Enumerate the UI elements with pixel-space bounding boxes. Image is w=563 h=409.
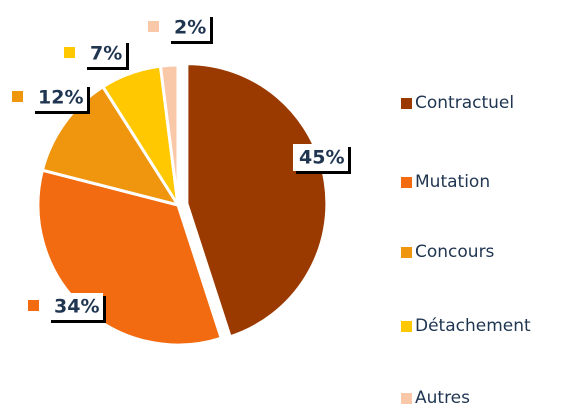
data-label: 34% [54, 296, 99, 318]
pie-slice [185, 62, 329, 339]
legend-swatch [401, 321, 412, 332]
label-box [84, 40, 126, 67]
data-label: 2% [174, 17, 206, 39]
label-swatch [148, 21, 159, 32]
label-swatch [28, 300, 39, 311]
legend-label: Autres [415, 388, 470, 408]
pie-slice [40, 84, 182, 208]
legend-label: Concours [415, 242, 495, 262]
data-label: 45% [299, 147, 344, 169]
pie-slice [158, 63, 180, 206]
legend-swatch [401, 393, 412, 404]
label-swatch [12, 91, 23, 102]
legend-label: Mutation [415, 172, 490, 192]
legend-label: Contractuel [415, 93, 514, 113]
legend-swatch [401, 247, 412, 258]
label-box [168, 14, 210, 41]
label-box [293, 144, 348, 171]
label-box [48, 293, 103, 320]
data-label: 7% [90, 43, 122, 65]
label-box [32, 84, 87, 111]
data-label: 12% [38, 87, 83, 109]
label-swatch [64, 47, 75, 58]
legend-swatch [401, 177, 412, 188]
legend-swatch [401, 98, 412, 109]
legend-label: Détachement [415, 316, 531, 336]
